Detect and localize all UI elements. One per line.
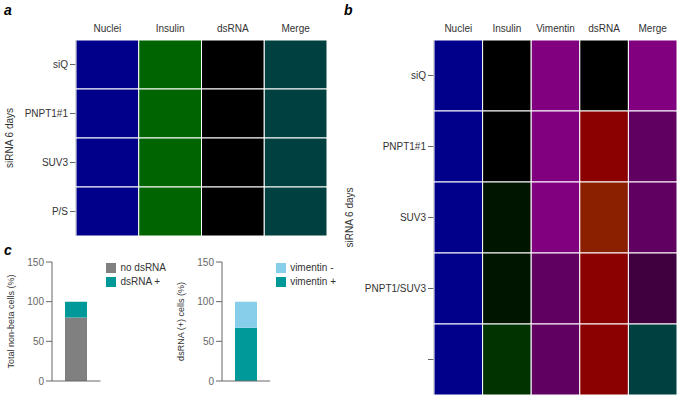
svg-text:SUV3: SUV3	[400, 212, 427, 223]
html-text:c: c	[4, 242, 12, 258]
svg-text:siQ: siQ	[53, 59, 68, 70]
svg-text:siRNA 6 days: siRNA 6 days	[8, 108, 15, 168]
svg-text:siRNA 6 days: siRNA 6 days	[344, 187, 355, 247]
svg-text:150: 150	[27, 257, 44, 268]
svg-text:Nuclei: Nuclei	[444, 23, 472, 34]
svg-text:PNPT1#1: PNPT1#1	[25, 108, 69, 119]
svg-text:siQ: siQ	[411, 70, 426, 81]
svg-text:Total non-beta cells (%): Total non-beta cells (%)	[8, 274, 16, 368]
svg-text:Vimentin: Vimentin	[536, 23, 575, 34]
svg-text:dsRNA (+) cells (%): dsRNA (+) cells (%)	[176, 282, 186, 361]
svg-text:Insulin: Insulin	[492, 23, 521, 34]
svg-text:PNPT1#1: PNPT1#1	[383, 141, 427, 152]
svg-text:Merge: Merge	[639, 23, 668, 34]
svg-text:dsRNA: dsRNA	[588, 23, 620, 34]
svg-text:Insulin: Insulin	[156, 23, 185, 34]
svg-text:0: 0	[38, 376, 44, 387]
svg-text:100: 100	[197, 296, 214, 307]
svg-text:0: 0	[208, 376, 214, 387]
svg-text:50: 50	[203, 336, 215, 347]
svg-text:PNPT1/SUV3: PNPT1/SUV3	[365, 283, 427, 294]
svg-text:P/S: P/S	[52, 206, 68, 217]
html-text:no dsRNA: no dsRNA	[120, 262, 166, 273]
svg-text:50: 50	[33, 336, 45, 347]
svg-text:SUV3: SUV3	[42, 157, 69, 168]
html-text:vimentin -: vimentin -	[290, 262, 334, 273]
html-text:a: a	[4, 2, 12, 18]
svg-text:Nuclei: Nuclei	[93, 23, 121, 34]
svg-text:Merge: Merge	[281, 23, 310, 34]
html-text:vimentin +: vimentin +	[290, 276, 336, 287]
html-text:dsRNA +: dsRNA +	[120, 276, 161, 287]
svg-text:100: 100	[27, 296, 44, 307]
svg-text:150: 150	[197, 257, 214, 268]
html-text:b: b	[344, 2, 353, 18]
svg-text:dsRNA: dsRNA	[217, 23, 249, 34]
